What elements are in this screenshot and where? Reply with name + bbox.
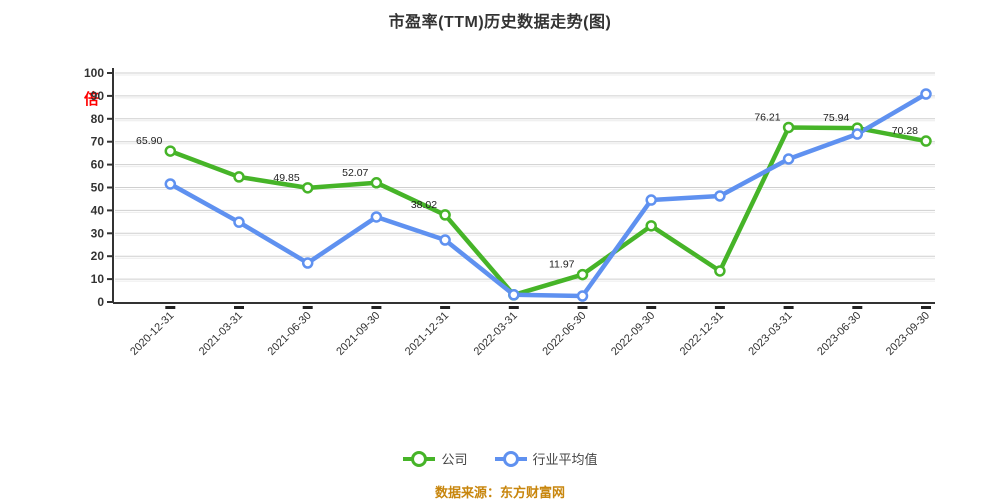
- x-axis-category-label: 2022-03-31: [472, 310, 520, 358]
- data-point-label: 49.85: [273, 172, 299, 184]
- legend-marker-icon: [403, 450, 436, 467]
- data-point-行业平均值-7[interactable]: [645, 194, 657, 206]
- x-axis-category-label: 2022-09-30: [609, 310, 657, 358]
- y-axis-tick-label: 100: [84, 66, 104, 80]
- legend-label: 行业平均值: [532, 452, 598, 467]
- x-axis-category-label: 2021-09-30: [334, 310, 382, 358]
- y-axis-tick-label: 10: [91, 272, 105, 286]
- x-axis-tick: [783, 306, 794, 309]
- data-point-公司-8[interactable]: [714, 265, 726, 277]
- data-point-label: 52.07: [342, 167, 368, 179]
- data-point-公司-1[interactable]: [233, 171, 245, 183]
- data-point-公司-11[interactable]: [920, 135, 932, 147]
- x-axis-tick: [508, 306, 519, 309]
- data-point-行业平均值-8[interactable]: [714, 190, 726, 202]
- y-axis-tick-label: 60: [91, 158, 105, 172]
- data-point-行业平均值-2[interactable]: [301, 257, 314, 269]
- legend-label: 公司: [441, 452, 468, 467]
- legend-item-1[interactable]: 行业平均值: [494, 449, 598, 468]
- x-axis-category-label: 2023-06-30: [815, 310, 863, 358]
- x-axis-category-label: 2023-09-30: [884, 310, 932, 358]
- x-axis-tick: [577, 306, 588, 309]
- x-axis-category-label: 2022-12-31: [678, 310, 726, 358]
- legend-marker-icon: [494, 450, 527, 467]
- data-point-行业平均值-6[interactable]: [576, 290, 589, 302]
- data-point-公司-6[interactable]: [576, 268, 589, 281]
- x-axis-category-label: 2021-03-31: [197, 310, 245, 358]
- data-point-公司-3[interactable]: [370, 177, 383, 189]
- x-axis-category-label: 2021-12-31: [403, 310, 451, 358]
- data-point-公司-7[interactable]: [645, 220, 657, 232]
- x-axis-category-label: 2022-06-30: [540, 310, 588, 358]
- x-axis-tick: [921, 306, 931, 309]
- data-point-label: 70.28: [892, 125, 918, 137]
- data-point-公司-0[interactable]: [164, 145, 177, 157]
- x-axis-tick: [714, 306, 725, 309]
- y-axis-tick-label: 50: [91, 181, 105, 195]
- data-point-行业平均值-1[interactable]: [233, 216, 245, 228]
- data-point-行业平均值-10[interactable]: [851, 128, 864, 140]
- data-point-公司-9[interactable]: [782, 121, 795, 134]
- x-axis-tick: [440, 306, 451, 309]
- series-line-行业平均值: [168, 91, 929, 299]
- data-point-公司-4[interactable]: [439, 209, 451, 221]
- y-axis-tick-label: 20: [91, 249, 105, 263]
- y-axis-tick-label: 40: [91, 203, 105, 217]
- x-axis-tick: [852, 306, 863, 309]
- x-axis-category-label: 2021-06-30: [266, 310, 314, 358]
- data-point-label: 11.97: [549, 259, 575, 271]
- x-axis-tick: [302, 306, 313, 309]
- data-point-公司-2[interactable]: [301, 182, 314, 194]
- data-point-行业平均值-4[interactable]: [439, 234, 451, 246]
- y-axis-tick-label: 0: [97, 295, 104, 309]
- y-axis-tick-label: 80: [91, 112, 105, 126]
- x-axis-tick: [371, 306, 382, 309]
- data-point-行业平均值-3[interactable]: [370, 211, 383, 223]
- data-point-行业平均值-0[interactable]: [164, 178, 177, 190]
- chart-legend: 公司 行业平均值: [0, 449, 1000, 468]
- data-point-label: 65.90: [136, 135, 162, 147]
- x-axis-category-label: 2020-12-31: [128, 310, 176, 358]
- y-axis-tick-label: 70: [91, 135, 105, 149]
- data-point-label: 38.02: [411, 199, 437, 211]
- legend-item-0[interactable]: 公司: [402, 449, 468, 468]
- x-axis-category-label: 2023-03-31: [746, 310, 794, 358]
- data-point-行业平均值-5[interactable]: [508, 289, 520, 301]
- series-line-公司: [168, 125, 929, 298]
- data-point-行业平均值-11[interactable]: [920, 88, 932, 100]
- y-axis-unit-label: 倍: [84, 91, 100, 108]
- x-axis-tick: [234, 306, 244, 309]
- data-point-label: 75.94: [823, 112, 849, 124]
- chart-title: 市盈率(TTM)历史数据走势(图): [388, 14, 612, 31]
- y-axis-tick-label: 30: [91, 226, 105, 240]
- data-source-link[interactable]: 数据来源：东方财富网: [434, 485, 565, 500]
- data-point-行业平均值-9[interactable]: [782, 153, 795, 165]
- data-point-label: 76.21: [754, 111, 780, 123]
- y-axis-tick-label: 90: [91, 89, 105, 103]
- x-axis-tick: [165, 306, 176, 309]
- x-axis-tick: [646, 306, 657, 309]
